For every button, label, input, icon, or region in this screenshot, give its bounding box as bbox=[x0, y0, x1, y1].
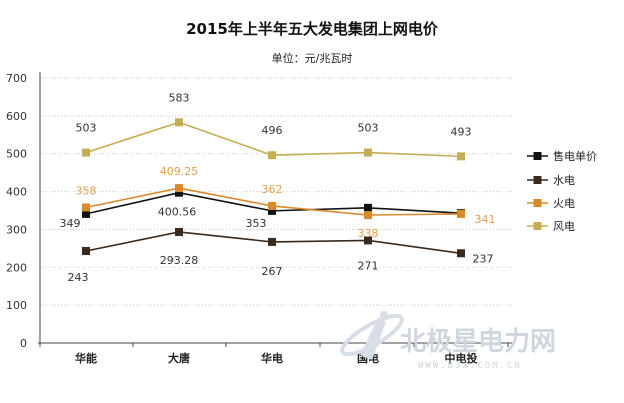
data-label: 503 bbox=[76, 122, 97, 135]
data-point bbox=[82, 209, 90, 218]
data-label: 237 bbox=[473, 252, 494, 265]
data-label: 293.28 bbox=[160, 254, 199, 267]
data-point bbox=[175, 188, 183, 197]
data-point bbox=[82, 203, 90, 212]
x-tick-label: 华能 bbox=[75, 351, 97, 365]
y-tick-label: 300 bbox=[6, 223, 27, 236]
data-point bbox=[175, 227, 183, 236]
data-label: 341 bbox=[475, 213, 496, 226]
data-label: 409.25 bbox=[160, 165, 199, 178]
data-point bbox=[175, 184, 183, 193]
data-point bbox=[268, 237, 276, 246]
data-label: 353 bbox=[246, 217, 267, 230]
data-point bbox=[364, 148, 372, 157]
watermark: 北极星电力网 WWW.BJX.COM.CN bbox=[340, 311, 556, 371]
data-label: 267 bbox=[262, 265, 283, 278]
data-point bbox=[364, 203, 372, 212]
y-tick-label: 400 bbox=[6, 186, 27, 199]
legend-label: 火电 bbox=[553, 197, 575, 210]
data-point bbox=[268, 201, 276, 210]
y-axis-ticks: 0 100 200 300 400 500 600 700 bbox=[6, 72, 27, 350]
data-point bbox=[457, 209, 465, 218]
legend-label: 风电 bbox=[553, 220, 575, 233]
y-tick-label: 700 bbox=[6, 72, 27, 85]
data-label: 400.56 bbox=[158, 206, 197, 219]
data-labels: 349 400.56 353 243 293.28 267 271 237 358 409.25 3… bbox=[60, 91, 496, 284]
data-point bbox=[175, 118, 183, 127]
data-point bbox=[364, 211, 372, 220]
legend-marker bbox=[533, 222, 542, 230]
watermark-text: 北极星电力网 bbox=[400, 327, 556, 357]
grid bbox=[40, 77, 512, 306]
y-tick-label: 500 bbox=[6, 148, 27, 161]
y-tick-label: 0 bbox=[20, 337, 27, 350]
data-point bbox=[268, 206, 276, 215]
y-tick-label: 100 bbox=[6, 299, 27, 312]
data-point bbox=[364, 236, 372, 245]
legend-label: 售电单价 bbox=[553, 149, 597, 163]
data-point bbox=[457, 249, 465, 258]
data-point bbox=[457, 152, 465, 161]
data-label: 349 bbox=[60, 217, 81, 230]
data-label: 503 bbox=[358, 122, 379, 135]
legend-marker bbox=[533, 152, 542, 160]
y-tick-label: 600 bbox=[6, 110, 27, 123]
y-tick-label: 200 bbox=[6, 261, 27, 274]
data-point bbox=[268, 151, 276, 160]
legend-label: 水电 bbox=[553, 174, 575, 187]
watermark-logo-icon bbox=[340, 311, 404, 360]
data-point bbox=[82, 247, 90, 256]
watermark-subtext: WWW.BJX.COM.CN bbox=[418, 361, 522, 371]
data-label: 338 bbox=[358, 227, 379, 240]
x-tick-label: 大唐 bbox=[168, 351, 190, 365]
data-label: 243 bbox=[68, 271, 89, 284]
data-label: 496 bbox=[262, 124, 283, 137]
data-label: 583 bbox=[169, 91, 190, 104]
legend-marker bbox=[533, 199, 542, 207]
data-label: 271 bbox=[358, 259, 379, 272]
data-label: 362 bbox=[262, 183, 283, 196]
data-point bbox=[82, 148, 90, 157]
data-label: 493 bbox=[451, 125, 472, 138]
series-group bbox=[82, 118, 465, 258]
legend-marker bbox=[533, 176, 542, 184]
axes bbox=[38, 72, 512, 347]
x-tick-label: 中电投 bbox=[445, 351, 478, 365]
data-label: 358 bbox=[76, 184, 97, 197]
x-tick-label: 华电 bbox=[261, 351, 283, 365]
chart-title: 2015年上半年五大发电集团上网电价 bbox=[186, 20, 439, 38]
chart-subtitle: 单位：元/兆瓦时 bbox=[272, 51, 353, 65]
